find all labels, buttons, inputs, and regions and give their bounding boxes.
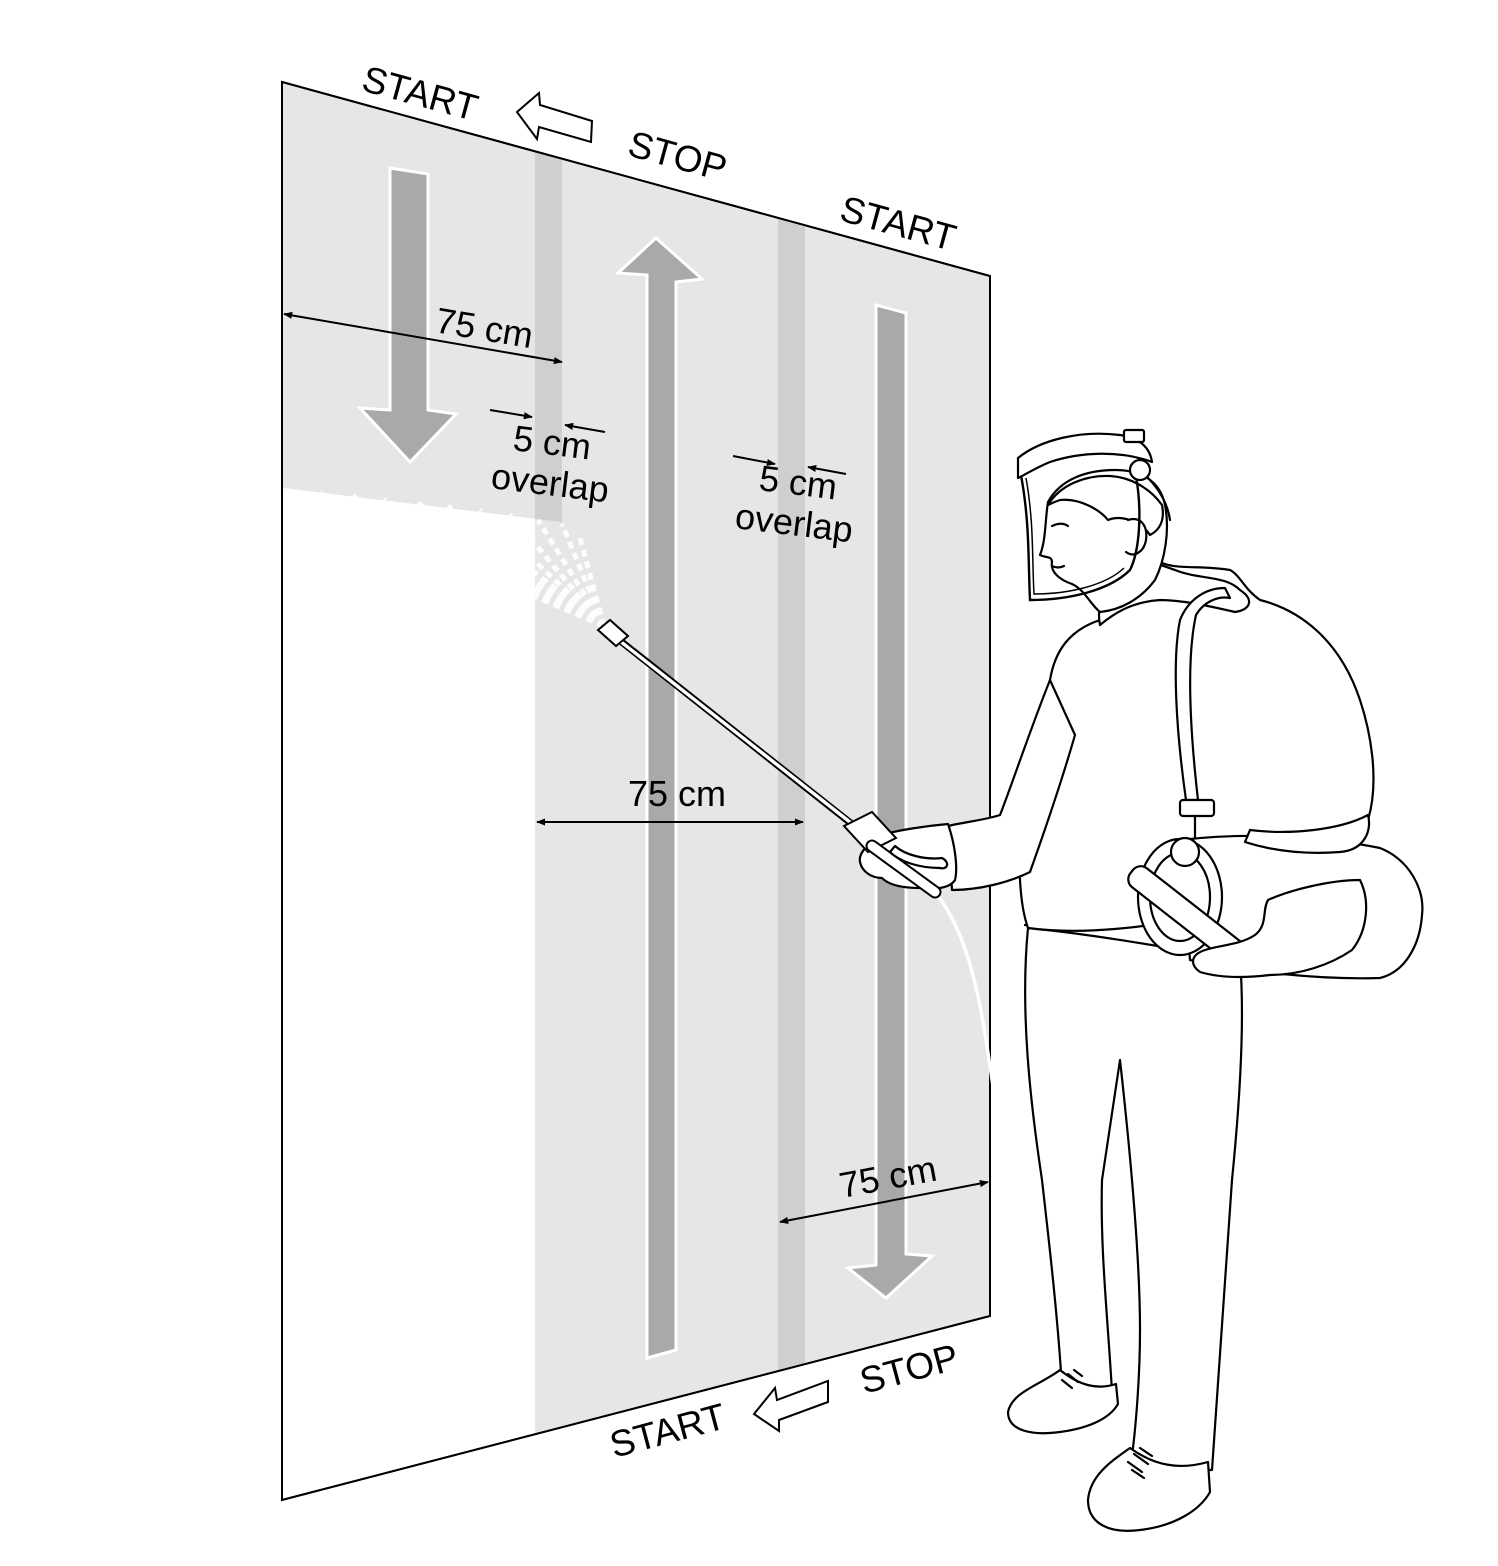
headgear-strap bbox=[1146, 476, 1172, 522]
dimension-line-top bbox=[283, 311, 563, 365]
label-width-middle: 75 cm bbox=[628, 773, 726, 814]
ear bbox=[1124, 517, 1148, 556]
spray-nozzle bbox=[596, 618, 630, 648]
mouth bbox=[1050, 564, 1066, 569]
arm-left bbox=[946, 678, 1077, 892]
face-shield bbox=[1018, 469, 1141, 602]
headgear-clip bbox=[1122, 428, 1146, 444]
label-overlap-right-value: 5 cm bbox=[757, 457, 839, 507]
label-overlap-left-value: 5 cm bbox=[511, 417, 593, 467]
arrow-up-middle bbox=[614, 235, 706, 1360]
headgear-knob bbox=[1128, 458, 1152, 482]
coverall-legs bbox=[1024, 926, 1244, 1472]
shoe-right-laces bbox=[1126, 1446, 1154, 1480]
overlap-arrow-left-a bbox=[489, 409, 533, 420]
headgear-band bbox=[1016, 432, 1154, 480]
hand-tank bbox=[1192, 878, 1368, 979]
strap-buckle bbox=[1178, 798, 1216, 818]
overlap-arrow-right-a bbox=[732, 455, 776, 467]
spray-wand bbox=[604, 628, 862, 832]
dimension-line-bottom bbox=[779, 1179, 989, 1225]
wall-outline bbox=[281, 80, 991, 1502]
spray-fan bbox=[287, 487, 607, 629]
overlap-arrow-left-b bbox=[564, 422, 606, 433]
sleeve-right bbox=[1243, 813, 1371, 854]
overlap-arrow-right-b bbox=[807, 464, 847, 475]
person-spraying bbox=[596, 428, 1424, 1532]
arrow-left-top bbox=[515, 90, 594, 144]
shoe-left-laces bbox=[1060, 1368, 1084, 1390]
spray-valve bbox=[842, 810, 898, 854]
spray-handle bbox=[867, 841, 940, 897]
eye bbox=[1050, 522, 1070, 528]
shoe-right bbox=[1086, 1446, 1212, 1532]
sprayer-strap bbox=[1174, 586, 1232, 802]
face-shield-inner bbox=[1025, 477, 1125, 595]
arrow-down-right bbox=[844, 303, 936, 1300]
sprayer-pump-knob bbox=[1169, 836, 1201, 868]
overlap-band-right bbox=[778, 219, 805, 1370]
shoe-left bbox=[1006, 1368, 1120, 1435]
arrow-left-bottom bbox=[752, 1379, 829, 1433]
spray-trigger bbox=[888, 844, 949, 870]
